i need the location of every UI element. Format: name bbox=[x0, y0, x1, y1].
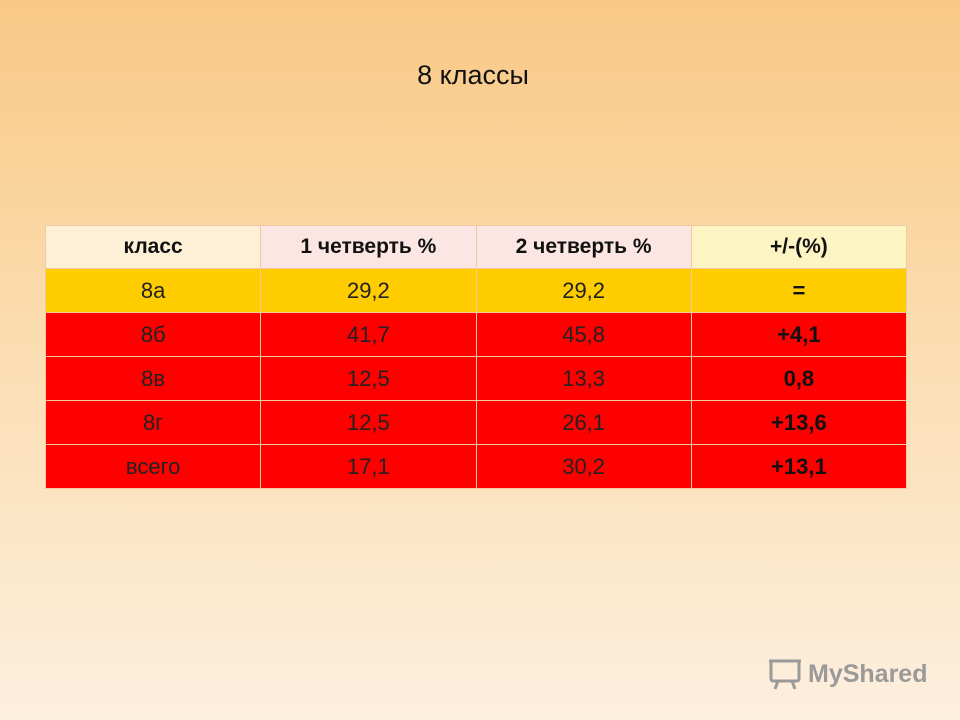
table-body: 8а 29,2 29,2 = 8б 41,7 45,8 +4,1 8в 12,5 13,3 0,8 8г… bbox=[44, 268, 908, 489]
slide-title: 8 классы bbox=[417, 60, 529, 90]
table-cell: 29,2 bbox=[260, 268, 477, 313]
table-row: всего 17,1 30,2 +13,1 bbox=[44, 444, 908, 489]
table-cell: +13,6 bbox=[690, 400, 908, 445]
table-cell: = bbox=[690, 268, 908, 313]
table-header: класс 1 четверть % 2 четверть % +/-(%) bbox=[44, 225, 908, 269]
header-cell: 1 четверть % bbox=[260, 225, 477, 269]
table-cell: 26,1 bbox=[475, 400, 692, 445]
table-cell: +13,1 bbox=[690, 444, 908, 489]
table-row: 8в 12,5 13,3 0,8 bbox=[44, 356, 908, 401]
watermark: MyShared bbox=[768, 657, 927, 691]
table-cell: 8а bbox=[44, 268, 262, 313]
header-cell: класс bbox=[44, 225, 262, 269]
table-cell: 8б bbox=[44, 312, 262, 357]
data-table: класс 1 четверть % 2 четверть % +/-(%) 8а 29… bbox=[44, 225, 908, 489]
table-cell: 30,2 bbox=[475, 444, 692, 489]
table-cell: 12,5 bbox=[260, 400, 477, 445]
table-cell: 0,8 bbox=[690, 356, 908, 401]
table-row: 8б 41,7 45,8 +4,1 bbox=[44, 312, 908, 357]
watermark-text: MyShared bbox=[808, 659, 928, 688]
table-cell: +4,1 bbox=[690, 312, 908, 357]
table-cell: 8г bbox=[44, 400, 262, 445]
header-row: класс 1 четверть % 2 четверть % +/-(%) bbox=[44, 225, 908, 269]
watermark-icon bbox=[769, 659, 801, 690]
table-row: 8г 12,5 26,1 +13,6 bbox=[44, 400, 908, 445]
header-cell: 2 четверть % bbox=[475, 225, 692, 269]
table-cell: 29,2 bbox=[475, 268, 692, 313]
table-cell: 45,8 bbox=[475, 312, 692, 357]
table-cell: всего bbox=[44, 444, 262, 489]
table-cell: 8в bbox=[44, 356, 262, 401]
table-row: 8а 29,2 29,2 = bbox=[44, 268, 908, 313]
table-cell: 41,7 bbox=[260, 312, 477, 357]
table-cell: 13,3 bbox=[475, 356, 692, 401]
header-cell: +/-(%) bbox=[690, 225, 908, 269]
table-cell: 17,1 bbox=[260, 444, 477, 489]
table-cell: 12,5 bbox=[260, 356, 477, 401]
